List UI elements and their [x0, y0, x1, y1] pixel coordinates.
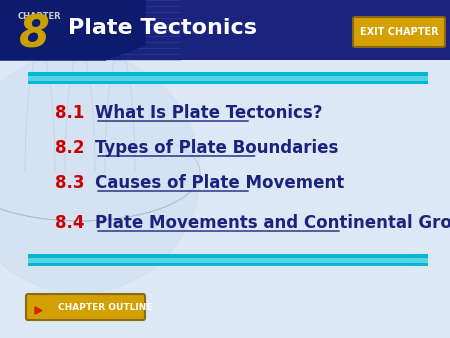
Bar: [28, 76, 428, 81]
Text: 8.2: 8.2: [55, 139, 85, 157]
FancyBboxPatch shape: [26, 294, 145, 320]
Text: 8: 8: [18, 14, 49, 57]
Bar: [28, 72, 428, 84]
Circle shape: [0, 53, 200, 293]
Text: What Is Plate Tectonics?: What Is Plate Tectonics?: [95, 104, 323, 122]
Bar: [0, 0, 450, 60]
Polygon shape: [0, 0, 145, 60]
Text: Plate Tectonics: Plate Tectonics: [68, 18, 257, 38]
FancyBboxPatch shape: [353, 17, 445, 47]
Text: Plate Movements and Continental Growth: Plate Movements and Continental Growth: [95, 214, 450, 232]
Text: Causes of Plate Movement: Causes of Plate Movement: [95, 174, 344, 192]
Text: 8.3: 8.3: [55, 174, 85, 192]
Text: EXIT CHAPTER: EXIT CHAPTER: [360, 27, 438, 37]
Text: 8.1: 8.1: [55, 104, 85, 122]
Text: 8.4: 8.4: [55, 214, 85, 232]
Bar: [28, 254, 428, 266]
Text: CHAPTER: CHAPTER: [18, 12, 62, 21]
Text: Types of Plate Boundaries: Types of Plate Boundaries: [95, 139, 338, 157]
Bar: [28, 258, 428, 263]
Polygon shape: [35, 307, 42, 314]
Text: CHAPTER OUTLINE: CHAPTER OUTLINE: [58, 303, 152, 312]
